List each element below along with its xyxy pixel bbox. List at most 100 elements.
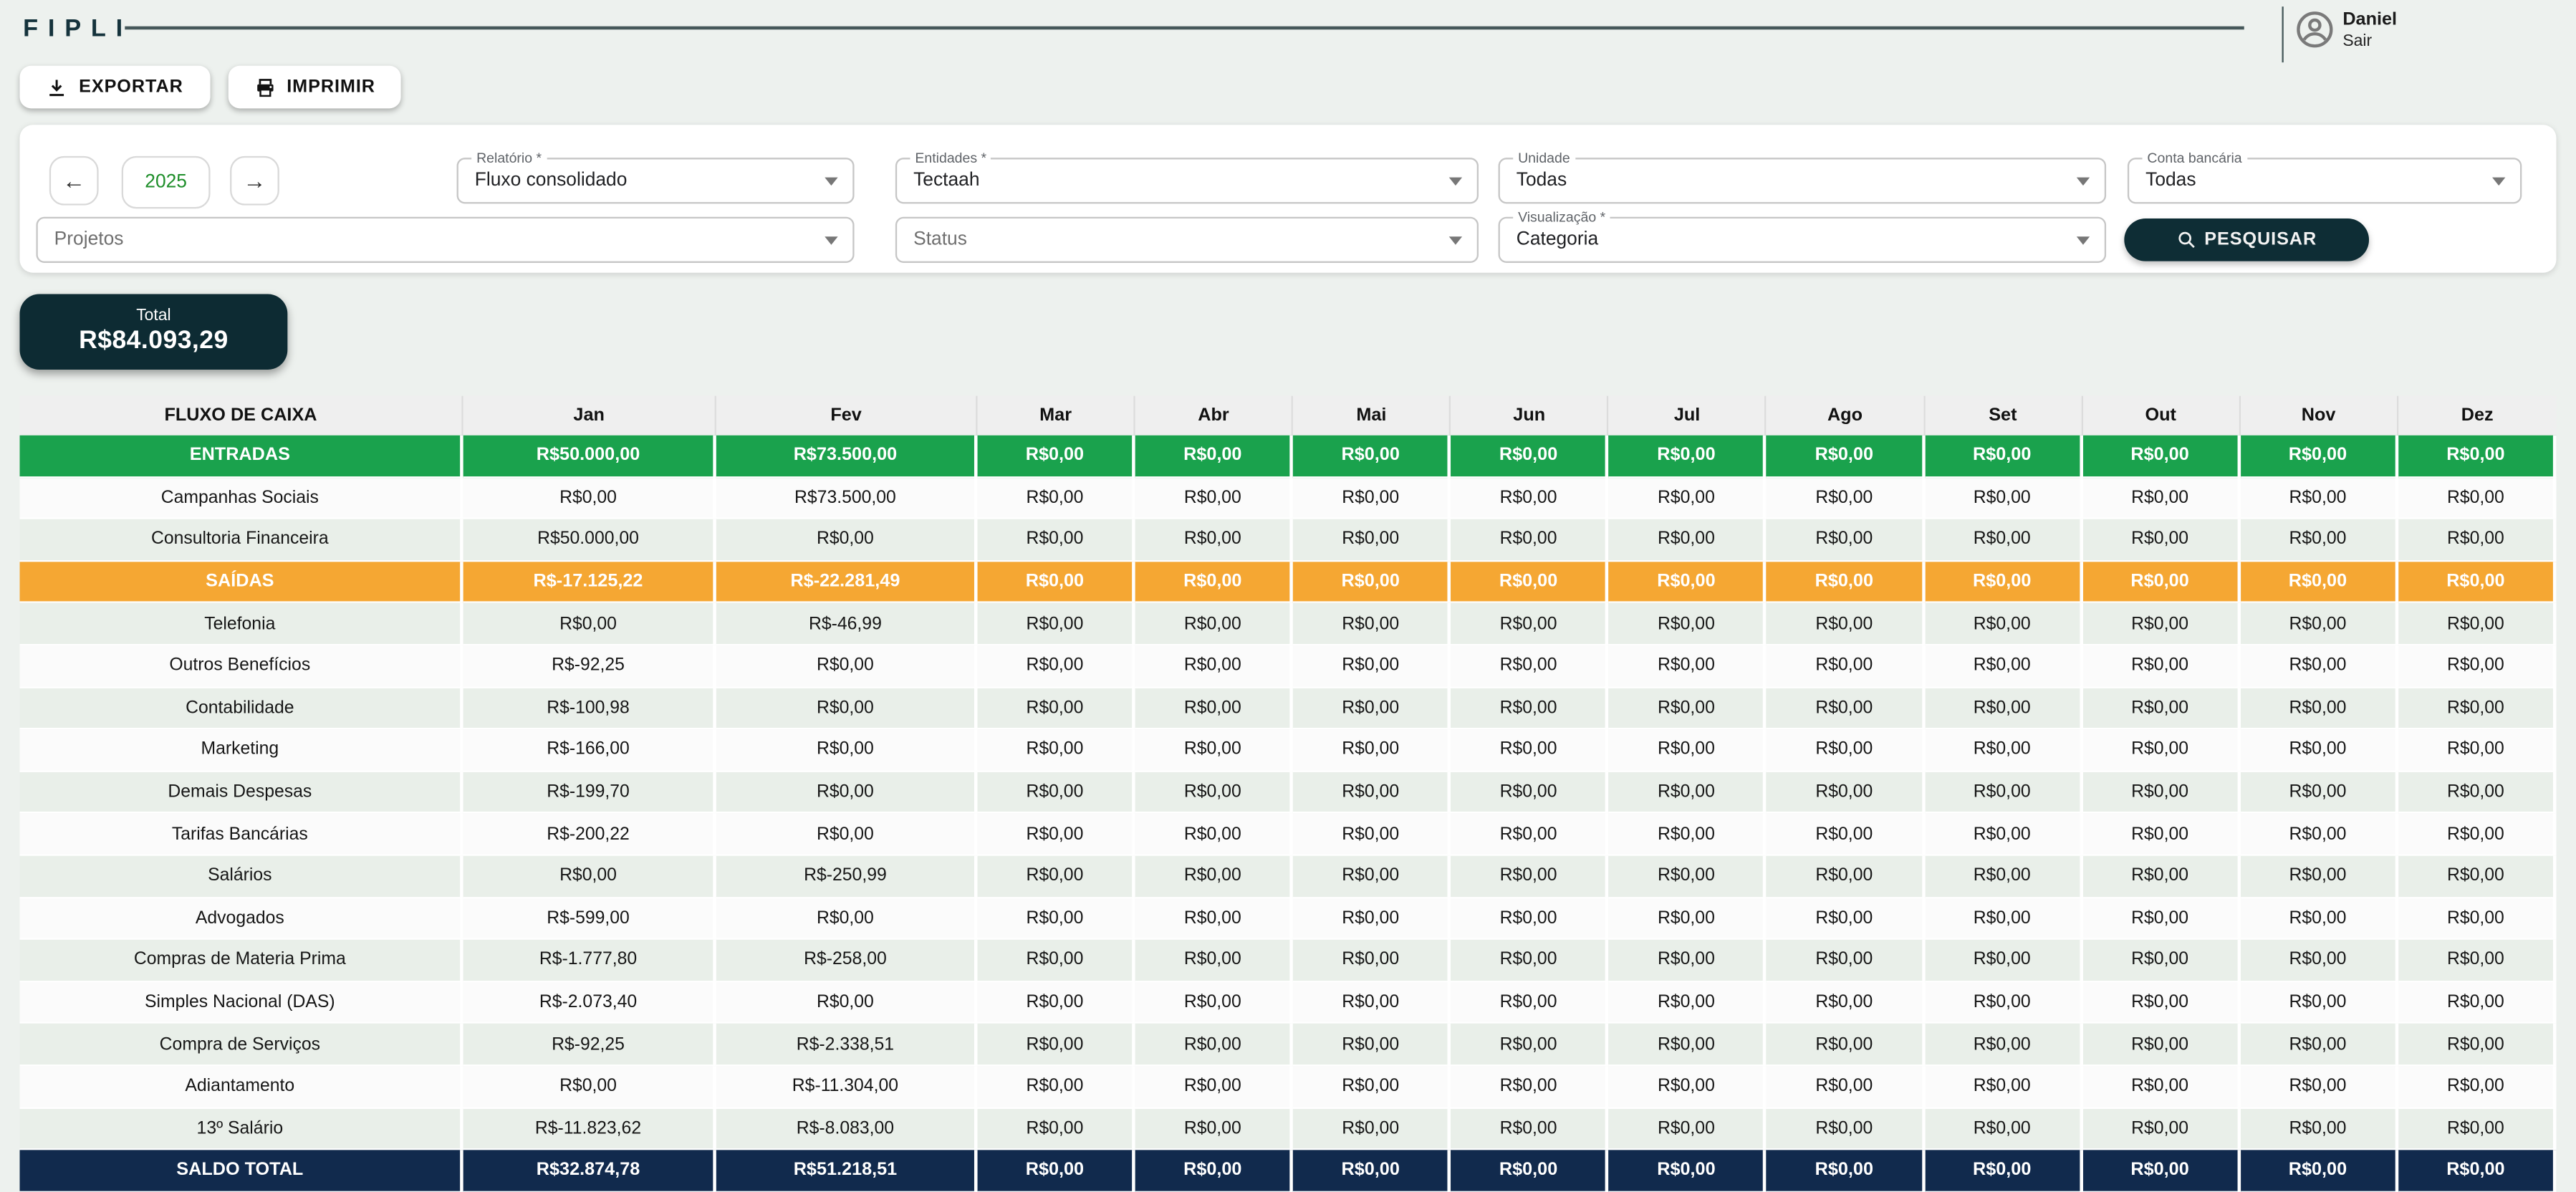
next-year-button[interactable]: →	[230, 156, 279, 206]
cell-value: R$0,00	[1293, 940, 1451, 982]
column-header-month: Mai	[1293, 396, 1451, 436]
cell-value: R$0,00	[2241, 477, 2398, 519]
cell-value: R$0,00	[978, 730, 1135, 772]
row-label: SAÍDAS	[20, 562, 463, 604]
report-select[interactable]: Relatório * Fluxo consolidado	[457, 158, 855, 203]
print-button[interactable]: IMPRIMIR	[228, 66, 402, 109]
column-header-category: FLUXO DE CAIXA	[20, 396, 463, 436]
cell-value: R$0,00	[2082, 982, 2240, 1024]
entities-value: Tectaah	[913, 171, 979, 191]
cell-value: R$0,00	[1925, 645, 2082, 688]
cell-value: R$0,00	[1609, 1066, 1767, 1108]
cell-value: R$0,00	[2398, 645, 2557, 688]
cell-value: R$0,00	[1451, 1024, 1609, 1066]
column-header-month: Out	[2082, 396, 2240, 436]
bank-account-value: Todas	[2145, 171, 2196, 191]
bank-account-select[interactable]: Conta bancária Todas	[2128, 158, 2522, 203]
cell-value: R$0,00	[1925, 562, 2082, 604]
cell-value: R$0,00	[1451, 1066, 1609, 1108]
cell-value: R$0,00	[1135, 645, 1293, 688]
cell-value: R$-8.083,00	[716, 1108, 978, 1150]
logout-link[interactable]: Sair	[2342, 32, 2397, 53]
cell-value: R$0,00	[1767, 562, 1924, 604]
cell-value: R$0,00	[2398, 604, 2557, 646]
row-label: Compra de Serviços	[20, 1024, 463, 1066]
total-value: R$84.093,29	[79, 327, 229, 356]
visualization-select[interactable]: Visualização * Categoria	[1499, 217, 2107, 263]
cell-value: R$0,00	[463, 477, 716, 519]
cell-value: R$-11.304,00	[716, 1066, 978, 1108]
cell-value: R$0,00	[1925, 1108, 2082, 1150]
cell-value: R$0,00	[2082, 814, 2240, 856]
status-select[interactable]: Status	[895, 217, 1479, 263]
cell-value: R$0,00	[2082, 519, 2240, 562]
cell-value: R$0,00	[1135, 604, 1293, 646]
cell-value: R$0,00	[2398, 1150, 2557, 1192]
row-label: SALDO TOTAL	[20, 1150, 463, 1192]
cell-value: R$0,00	[1293, 477, 1451, 519]
previous-year-button[interactable]: ←	[49, 156, 99, 206]
cell-value: R$0,00	[1451, 604, 1609, 646]
cell-value: R$0,00	[1925, 772, 2082, 814]
cell-value: R$0,00	[978, 604, 1135, 646]
cell-value: R$-199,70	[463, 772, 716, 814]
cell-value: R$-1.777,80	[463, 940, 716, 982]
cell-value: R$0,00	[1767, 1150, 1924, 1192]
cell-value: R$0,00	[1925, 688, 2082, 730]
app-logo: FIPLI	[23, 15, 133, 43]
row-label: Tarifas Bancárias	[20, 814, 463, 856]
cell-value: R$0,00	[2398, 1066, 2557, 1108]
table-row: MarketingR$-166,00R$0,00R$0,00R$0,00R$0,…	[20, 730, 2557, 772]
cell-value: R$0,00	[1293, 562, 1451, 604]
cell-value: R$0,00	[463, 1066, 716, 1108]
export-button[interactable]: EXPORTAR	[20, 66, 210, 109]
search-button[interactable]: PESQUISAR	[2124, 218, 2369, 261]
cell-value: R$0,00	[2241, 982, 2398, 1024]
row-label: Contabilidade	[20, 688, 463, 730]
table-row: Consultoria FinanceiraR$50.000,00R$0,00R…	[20, 519, 2557, 562]
cell-value: R$0,00	[1609, 604, 1767, 646]
cell-value: R$0,00	[1451, 477, 1609, 519]
entities-select[interactable]: Entidades * Tectaah	[895, 158, 1479, 203]
table-row: SaláriosR$0,00R$-250,99R$0,00R$0,00R$0,0…	[20, 856, 2557, 898]
cell-value: R$0,00	[1925, 1066, 2082, 1108]
cell-value: R$-2.338,51	[716, 1024, 978, 1066]
cell-value: R$0,00	[978, 1108, 1135, 1150]
filter-panel: ← 2025 → Relatório * Fluxo consolidado E…	[20, 125, 2557, 272]
cell-value: R$0,00	[978, 1150, 1135, 1192]
cell-value: R$0,00	[1135, 562, 1293, 604]
cell-value: R$0,00	[1451, 856, 1609, 898]
cell-value: R$0,00	[1767, 688, 1924, 730]
cell-value: R$0,00	[2082, 688, 2240, 730]
cell-value: R$-22.281,49	[716, 562, 978, 604]
cell-value: R$0,00	[2241, 898, 2398, 940]
entities-label: Entidades *	[910, 150, 991, 166]
row-label: 13º Salário	[20, 1108, 463, 1150]
table-row: Simples Nacional (DAS)R$-2.073,40R$0,00R…	[20, 982, 2557, 1024]
cell-value: R$0,00	[2241, 688, 2398, 730]
toolbar: EXPORTAR IMPRIMIR	[20, 66, 402, 109]
cell-value: R$-11.823,62	[463, 1108, 716, 1150]
cell-value: R$0,00	[1293, 856, 1451, 898]
cell-value: R$-250,99	[716, 856, 978, 898]
user-divider-line	[2282, 6, 2284, 62]
cell-value: R$-599,00	[463, 898, 716, 940]
table-row: Compra de ServiçosR$-92,25R$-2.338,51R$0…	[20, 1024, 2557, 1066]
column-header-month: Jun	[1451, 396, 1609, 436]
cell-value: R$0,00	[1767, 772, 1924, 814]
cell-value: R$0,00	[1135, 1066, 1293, 1108]
page: FIPLI Daniel Sair	[0, 0, 2576, 1182]
top-bar: FIPLI Daniel Sair	[0, 0, 2576, 72]
cell-value: R$0,00	[1609, 898, 1767, 940]
projects-select[interactable]: Projetos	[36, 217, 854, 263]
user-menu[interactable]: Daniel Sair	[2295, 10, 2397, 53]
cell-value: R$0,00	[1451, 519, 1609, 562]
cell-value: R$50.000,00	[463, 519, 716, 562]
search-label: PESQUISAR	[2204, 230, 2317, 250]
column-header-month: Mar	[978, 396, 1135, 436]
cell-value: R$0,00	[1767, 856, 1924, 898]
year-field[interactable]: 2025	[122, 156, 211, 208]
cell-value: R$0,00	[2241, 604, 2398, 646]
unit-select[interactable]: Unidade Todas	[1499, 158, 2107, 203]
cell-value: R$0,00	[1293, 519, 1451, 562]
